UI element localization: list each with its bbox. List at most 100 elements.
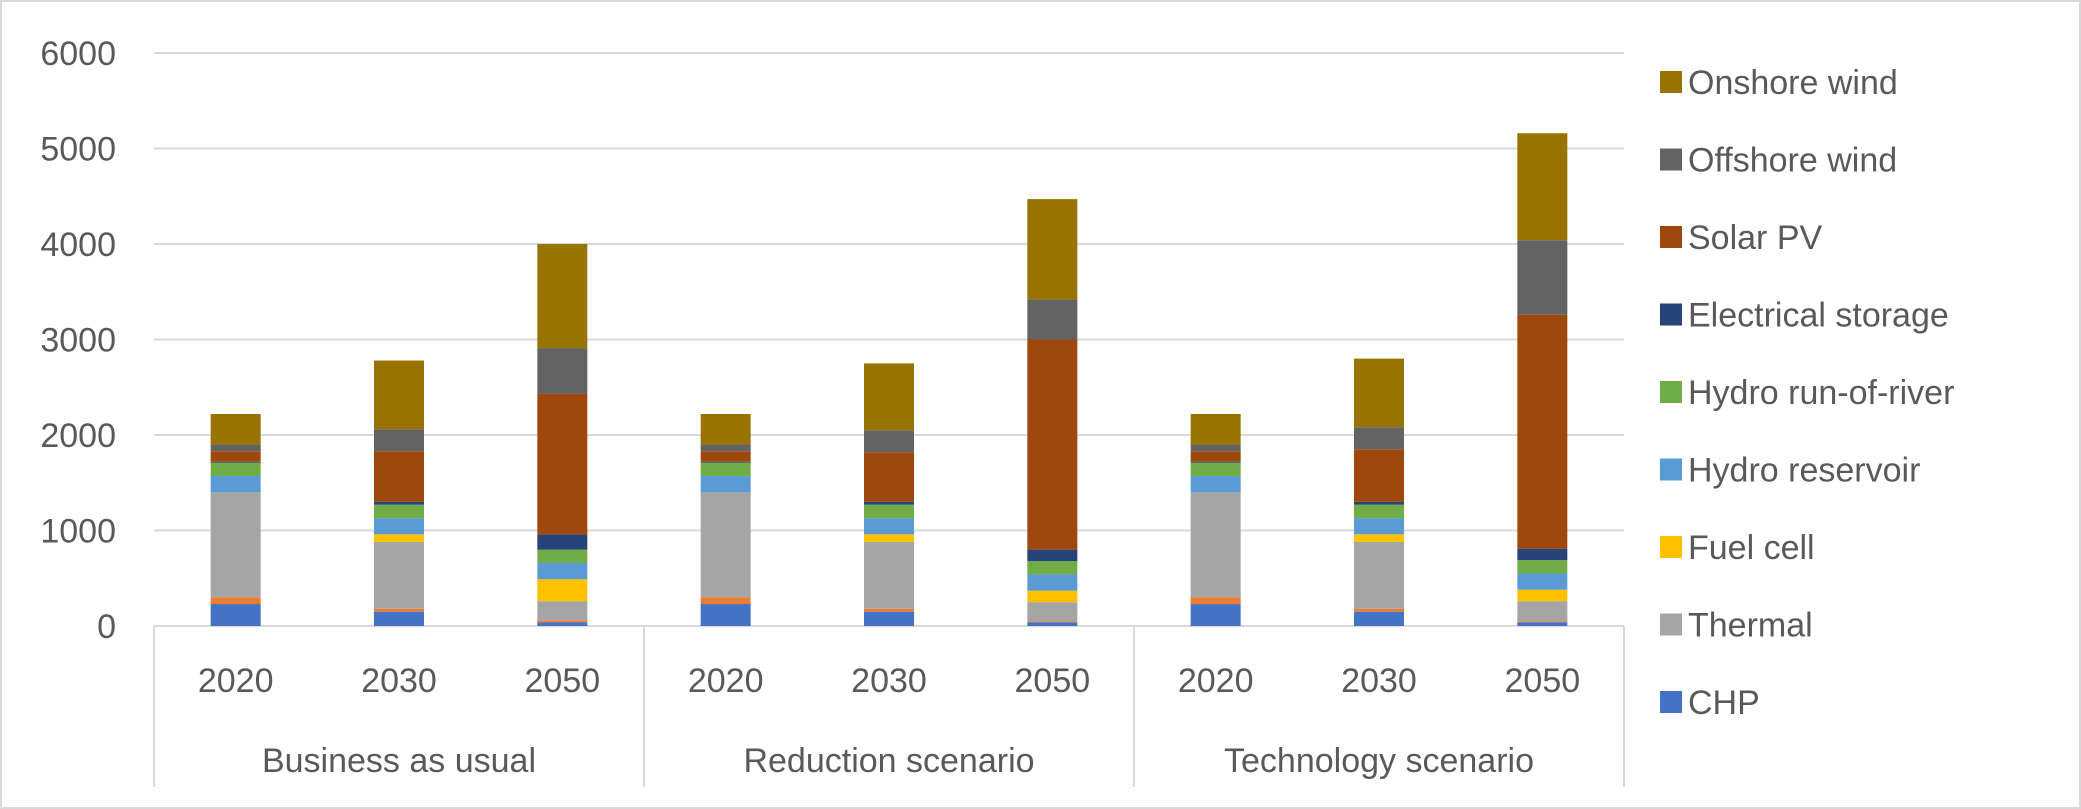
- bar-heat-pump-5[interactable]: [1027, 621, 1078, 623]
- bar-thermal-7[interactable]: [1354, 541, 1404, 609]
- bar-thermal-0[interactable]: [210, 492, 261, 598]
- y-tick-label-2000: 2000: [40, 417, 116, 455]
- x-category-label-5: 2050: [1015, 662, 1091, 700]
- x-group-label-0: Business as usual: [262, 742, 536, 780]
- bar-hydro-reservoir-3[interactable]: [700, 476, 751, 493]
- x-group-label-1: Reduction scenario: [743, 742, 1034, 780]
- x-category-label-1: 2030: [361, 662, 437, 700]
- bar-electrical-storage-4[interactable]: [864, 501, 914, 505]
- bar-chp-5[interactable]: [1027, 622, 1078, 626]
- bar-onshore-wind-2[interactable]: [537, 244, 588, 349]
- bar-onshore-wind-5[interactable]: [1027, 199, 1078, 300]
- bar-solar-pv-5[interactable]: [1027, 339, 1078, 550]
- bar-fuel-cell-8[interactable]: [1517, 589, 1568, 602]
- bar-thermal-2[interactable]: [537, 601, 588, 621]
- bar-hydro-run-of-river-1[interactable]: [374, 504, 424, 519]
- bar-thermal-4[interactable]: [864, 541, 914, 609]
- bar-offshore-wind-6[interactable]: [1190, 444, 1241, 452]
- bar-hydro-run-of-river-5[interactable]: [1027, 561, 1078, 575]
- bar-fuel-cell-4[interactable]: [864, 534, 914, 542]
- bar-thermal-5[interactable]: [1027, 602, 1078, 622]
- bar-hydro-run-of-river-4[interactable]: [864, 504, 914, 519]
- bar-chp-3[interactable]: [700, 604, 751, 626]
- bar-hydro-reservoir-7[interactable]: [1354, 518, 1404, 535]
- y-tick-label-3000: 3000: [40, 322, 116, 360]
- bar-onshore-wind-3[interactable]: [700, 413, 751, 445]
- bar-onshore-wind-6[interactable]: [1190, 413, 1241, 445]
- bar-chp-7[interactable]: [1354, 611, 1404, 626]
- bar-onshore-wind-7[interactable]: [1354, 358, 1404, 428]
- bar-electrical-storage-2[interactable]: [537, 534, 588, 550]
- x-category-label-4: 2030: [851, 662, 927, 700]
- bar-offshore-wind-8[interactable]: [1517, 240, 1568, 315]
- bar-thermal-8[interactable]: [1517, 601, 1568, 622]
- bar-heat-pump-8[interactable]: [1517, 621, 1568, 623]
- bar-fuel-cell-1[interactable]: [374, 534, 424, 542]
- bar-fuel-cell-5[interactable]: [1027, 590, 1078, 603]
- bar-chp-2[interactable]: [537, 622, 588, 626]
- bar-solar-pv-2[interactable]: [537, 393, 588, 535]
- bar-electrical-storage-5[interactable]: [1027, 549, 1078, 562]
- bar-electrical-storage-0[interactable]: [210, 461, 261, 463]
- bar-solar-pv-8[interactable]: [1517, 314, 1568, 549]
- legend-label-hydro-reservoir: Hydro reservoir: [1688, 452, 1920, 490]
- bar-offshore-wind-3[interactable]: [700, 444, 751, 452]
- bar-hydro-reservoir-8[interactable]: [1517, 573, 1568, 590]
- bar-onshore-wind-8[interactable]: [1517, 133, 1568, 241]
- bar-electrical-storage-1[interactable]: [374, 501, 424, 505]
- bar-hydro-reservoir-4[interactable]: [864, 518, 914, 535]
- bar-solar-pv-6[interactable]: [1190, 451, 1241, 462]
- bar-offshore-wind-4[interactable]: [864, 430, 914, 453]
- bar-hydro-reservoir-6[interactable]: [1190, 476, 1241, 493]
- bar-heat-pump-0[interactable]: [210, 597, 261, 605]
- bar-heat-pump-6[interactable]: [1190, 597, 1241, 605]
- legend-swatch-hydro-reservoir: [1660, 458, 1682, 481]
- bar-solar-pv-7[interactable]: [1354, 449, 1404, 502]
- bar-hydro-reservoir-0[interactable]: [210, 476, 261, 493]
- bar-hydro-reservoir-1[interactable]: [374, 518, 424, 535]
- bar-onshore-wind-1[interactable]: [374, 360, 424, 430]
- bar-hydro-run-of-river-2[interactable]: [537, 549, 588, 563]
- bar-chp-8[interactable]: [1517, 622, 1568, 626]
- bar-hydro-run-of-river-7[interactable]: [1354, 504, 1404, 519]
- bar-electrical-storage-3[interactable]: [700, 461, 751, 463]
- bar-heat-pump-1[interactable]: [374, 608, 424, 612]
- bar-thermal-1[interactable]: [374, 541, 424, 609]
- bar-hydro-run-of-river-0[interactable]: [210, 462, 261, 477]
- legend-label-solar-pv: Solar PV: [1688, 219, 1822, 257]
- bar-heat-pump-7[interactable]: [1354, 608, 1404, 612]
- bar-thermal-6[interactable]: [1190, 492, 1241, 598]
- bar-hydro-run-of-river-6[interactable]: [1190, 462, 1241, 477]
- bar-thermal-3[interactable]: [700, 492, 751, 598]
- x-category-label-6: 2020: [1178, 662, 1254, 700]
- bar-offshore-wind-1[interactable]: [374, 429, 424, 452]
- bar-electrical-storage-8[interactable]: [1517, 548, 1568, 561]
- bar-offshore-wind-0[interactable]: [210, 444, 261, 452]
- bar-offshore-wind-2[interactable]: [537, 348, 588, 394]
- bar-hydro-reservoir-5[interactable]: [1027, 574, 1078, 591]
- bar-electrical-storage-7[interactable]: [1354, 501, 1404, 505]
- bar-hydro-run-of-river-3[interactable]: [700, 462, 751, 477]
- bar-solar-pv-4[interactable]: [864, 452, 914, 502]
- bar-onshore-wind-0[interactable]: [210, 413, 261, 445]
- legend-label-onshore-wind: Onshore wind: [1688, 64, 1898, 102]
- bar-solar-pv-1[interactable]: [374, 451, 424, 502]
- bar-fuel-cell-2[interactable]: [537, 579, 588, 602]
- bar-chp-6[interactable]: [1190, 604, 1241, 626]
- bar-electrical-storage-6[interactable]: [1190, 461, 1241, 463]
- bar-chp-1[interactable]: [374, 611, 424, 626]
- bar-offshore-wind-5[interactable]: [1027, 299, 1078, 340]
- bar-hydro-run-of-river-8[interactable]: [1517, 560, 1568, 574]
- bar-chp-0[interactable]: [210, 604, 261, 626]
- bar-hydro-reservoir-2[interactable]: [537, 562, 588, 580]
- legend-label-chp: CHP: [1688, 684, 1760, 722]
- bar-fuel-cell-7[interactable]: [1354, 534, 1404, 542]
- bar-heat-pump-4[interactable]: [864, 608, 914, 612]
- bar-heat-pump-3[interactable]: [700, 597, 751, 605]
- bar-offshore-wind-7[interactable]: [1354, 427, 1404, 450]
- bar-heat-pump-2[interactable]: [537, 620, 588, 623]
- bar-solar-pv-0[interactable]: [210, 451, 261, 462]
- bar-solar-pv-3[interactable]: [700, 451, 751, 462]
- bar-onshore-wind-4[interactable]: [864, 363, 914, 431]
- bar-chp-4[interactable]: [864, 611, 914, 626]
